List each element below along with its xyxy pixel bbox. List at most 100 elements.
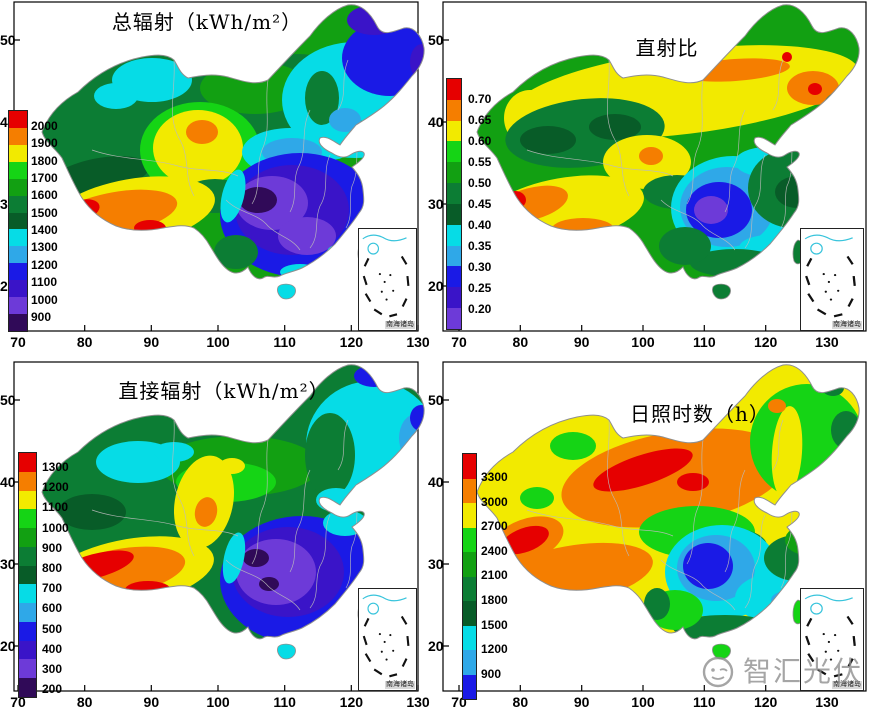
- x-axis: 70 80 90 100 110 120 130: [0, 334, 435, 352]
- tick-label: 0.50: [468, 176, 492, 190]
- tick-label: 0.30: [468, 260, 492, 274]
- tick-label: 2000: [31, 119, 58, 133]
- watermark: 智汇光伏: [698, 650, 863, 690]
- tick-label: 600: [42, 601, 63, 616]
- colorbar-segment: [447, 120, 461, 142]
- tick-label: 3000: [481, 494, 508, 509]
- tick-label: 0.20: [468, 302, 492, 316]
- tick-label: 1300: [42, 460, 69, 474]
- tick-label: 1200: [42, 480, 69, 495]
- colorbar-segment: [9, 229, 27, 247]
- panel-title: 直接辐射（kWh/m²）: [118, 379, 330, 403]
- tick-label: 1100: [31, 275, 58, 290]
- south-china-sea-inset: 南海诸岛: [358, 228, 417, 331]
- colorbar-segment: [447, 287, 461, 309]
- colorbar-segment: [9, 297, 27, 315]
- colorbar-segment: [9, 246, 27, 264]
- colorbar-segment: [19, 678, 36, 697]
- south-china-sea-inset: 南海诸岛: [800, 588, 864, 691]
- colorbar-segment: [9, 263, 27, 281]
- colorbar-segment: [463, 601, 476, 626]
- tick-label: 80: [76, 334, 93, 350]
- tick-label: 200: [42, 682, 63, 697]
- tick-label: 100: [631, 694, 655, 710]
- tick-label: 0.25: [468, 281, 492, 295]
- inset-label: 南海诸岛: [832, 681, 862, 689]
- colorbar-segment: [19, 453, 36, 472]
- colorbar-segment: [447, 79, 461, 100]
- inset-label: 南海诸岛: [385, 681, 415, 689]
- tick-label: 3300: [481, 470, 508, 484]
- tick-label: 1000: [31, 292, 58, 307]
- tick-label: 0.40: [468, 218, 492, 232]
- tick-label: 90: [143, 694, 160, 710]
- south-china-sea-inset: 南海诸岛: [358, 588, 417, 691]
- panel-title: 直射比: [635, 36, 699, 60]
- tick-label: 110: [693, 694, 716, 710]
- colorbar-scale: [8, 110, 28, 332]
- colorbar-segment: [463, 576, 476, 601]
- colorbar-segment: [463, 527, 476, 552]
- colorbar-segment: [9, 212, 27, 230]
- tick-label: 0.60: [468, 134, 492, 148]
- colorbar-segment: [9, 178, 27, 196]
- tick-label: 130: [406, 334, 430, 350]
- tick-label: 1600: [31, 188, 58, 203]
- colorbar-segment: [19, 509, 36, 529]
- tick-label: 2400: [481, 543, 508, 558]
- tick-label: 90: [573, 694, 590, 710]
- tick-label: 20: [428, 638, 444, 654]
- tick-label: 110: [273, 694, 296, 710]
- tick-label: 0.70: [468, 92, 492, 106]
- tick-label: 20: [0, 638, 16, 654]
- inset-label: 南海诸岛: [832, 321, 862, 329]
- colorbar-scale: [18, 452, 37, 698]
- tick-label: 900: [31, 309, 52, 324]
- tick-label: 110: [273, 334, 296, 350]
- china-map-direct-ratio: [442, 1, 867, 332]
- tick-label: 130: [815, 694, 839, 710]
- x-axis: 70 80 90 100 110 120 130: [435, 334, 870, 352]
- tick-label: 1800: [481, 593, 508, 607]
- panel-title: 日照时数（h）: [630, 402, 770, 426]
- china-map-total-radiation: [13, 1, 425, 332]
- y-axis: 50 40 30 20: [428, 0, 444, 360]
- tick-label: 900: [42, 540, 63, 555]
- tick-label: 300: [42, 662, 63, 676]
- china-map-direct-radiation: [13, 361, 425, 692]
- panel-title: 总辐射（kWh/m²）: [111, 10, 303, 34]
- tick-label: 800: [42, 561, 63, 575]
- panel-sunshine-hours: 日照时数（h） 70 80 90 100 110 120 130 50 40 30 20 3300…: [428, 360, 870, 720]
- colorbar-segment: [19, 546, 36, 566]
- colorbar-scale: [462, 453, 477, 700]
- tick-label: 40: [0, 474, 16, 490]
- tick-label: 90: [573, 334, 590, 350]
- colorbar-segment: [463, 674, 476, 699]
- tick-label: 500: [42, 621, 63, 636]
- tick-label: 2700: [481, 519, 508, 534]
- x-axis: 70 80 90 100 110 120 130: [0, 694, 435, 712]
- y-axis: 50 40 30 20: [428, 360, 444, 720]
- colorbar-segment: [19, 565, 36, 585]
- panel-total-radiation: 总辐射（kWh/m²） 70 80 90 100 110 120 130 50 40 30 20 …: [0, 0, 435, 360]
- tick-label: 120: [339, 334, 364, 350]
- tick-label: 100: [206, 694, 230, 710]
- colorbar-segment: [19, 621, 36, 641]
- tick-label: 1100: [42, 500, 69, 515]
- tick-label: 1500: [481, 617, 508, 632]
- tick-label: 50: [0, 392, 16, 408]
- colorbar-segment: [9, 111, 27, 128]
- colorbar-segment: [9, 314, 27, 331]
- colorbar-segment: [463, 625, 476, 650]
- colorbar-segment: [447, 245, 461, 267]
- colorbar-segment: [19, 490, 36, 510]
- tick-label: 90: [143, 334, 160, 350]
- colorbar-segment: [463, 478, 476, 503]
- tick-label: 50: [428, 32, 444, 48]
- tick-label: 80: [512, 334, 529, 350]
- colorbar-segment: [447, 141, 461, 163]
- colorbar-segment: [9, 280, 27, 298]
- colorbar-segment: [9, 161, 27, 179]
- colorbar-segment: [19, 659, 36, 679]
